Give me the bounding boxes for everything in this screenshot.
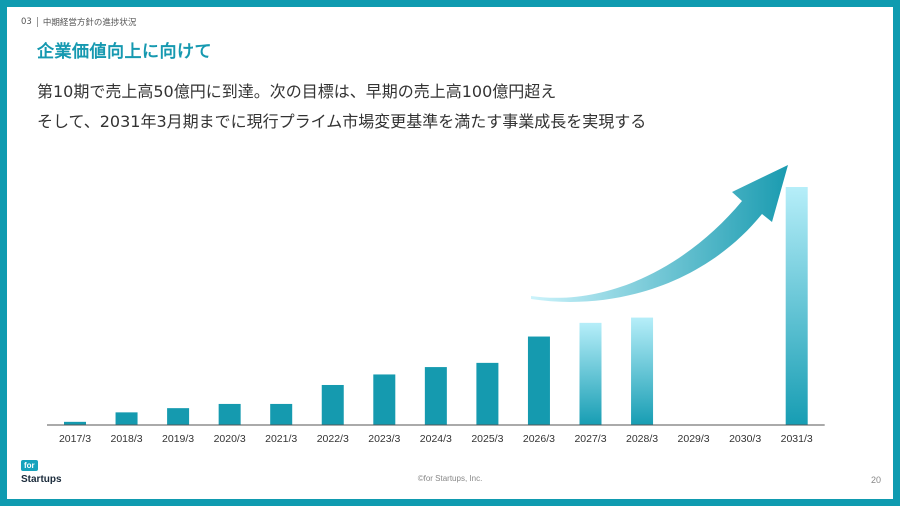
- x-tick-label: 2024/3: [420, 433, 452, 445]
- bar-2027-3: [579, 322, 602, 425]
- bar-2031-3: [785, 187, 808, 425]
- x-tick-label: 2021/3: [265, 433, 297, 445]
- bar-2023-3: [373, 374, 396, 425]
- x-tick-label: 2019/3: [162, 433, 194, 445]
- x-tick-label: 2020/3: [214, 433, 246, 445]
- bar-2022-3: [321, 384, 344, 425]
- bar-2017-3: [64, 421, 86, 425]
- x-tick-label: 2026/3: [523, 433, 555, 445]
- section-name: 中期経営方針の進捗状況: [42, 18, 137, 28]
- brand-logo: for Startups: [21, 455, 62, 485]
- brand-logo-name: Startups: [21, 474, 62, 485]
- lead-text: 第10期で売上高50億円に到達。次の目標は、早期の売上高100億円超え そして、…: [37, 77, 646, 137]
- x-tick-label: 2031/3: [781, 433, 813, 445]
- page-title: 企業価値向上に向けて: [37, 42, 212, 62]
- x-tick-label: 2027/3: [574, 433, 606, 445]
- lead-line-1: 第10期で売上高50億円に到達。次の目標は、早期の売上高100億円超え: [37, 82, 557, 101]
- bar-2019-3: [167, 408, 190, 425]
- bar-2021-3: [270, 403, 293, 425]
- bar-2025-3: [476, 362, 499, 425]
- section-number: 03: [21, 17, 32, 27]
- breadcrumb: 03 中期経営方針の進捗状況: [21, 16, 136, 28]
- x-tick-label: 2023/3: [368, 433, 400, 445]
- x-tick-label: 2022/3: [317, 433, 349, 445]
- page-number: 20: [870, 475, 881, 485]
- x-tick-label: 2028/3: [626, 433, 658, 445]
- bar-2020-3: [218, 403, 241, 425]
- revenue-bar-chart: 2017/3 2018/3 2019/3 2020/3 2021/3 2022/3 2023…: [47, 165, 825, 445]
- x-tick-label: 2018/3: [110, 433, 142, 445]
- copyright: ©for Startups, Inc.: [417, 474, 483, 483]
- bar-2018-3: [115, 412, 138, 425]
- bar-2026-3: [527, 336, 550, 425]
- bar-2024-3: [424, 367, 447, 425]
- brand-logo-mark: for: [21, 460, 38, 471]
- growth-arrow: [531, 165, 788, 302]
- x-tick-label: 2030/3: [729, 433, 761, 445]
- x-tick-label: 2025/3: [471, 433, 503, 445]
- x-tick-label: 2029/3: [678, 433, 710, 445]
- lead-line-2: そして、2031年3月期までに現行プライム市場変更基準を満たす事業成長を実現する: [37, 112, 647, 131]
- breadcrumb-divider: [36, 17, 38, 27]
- x-tick-label: 2017/3: [59, 433, 91, 445]
- bar-2028-3: [631, 317, 654, 425]
